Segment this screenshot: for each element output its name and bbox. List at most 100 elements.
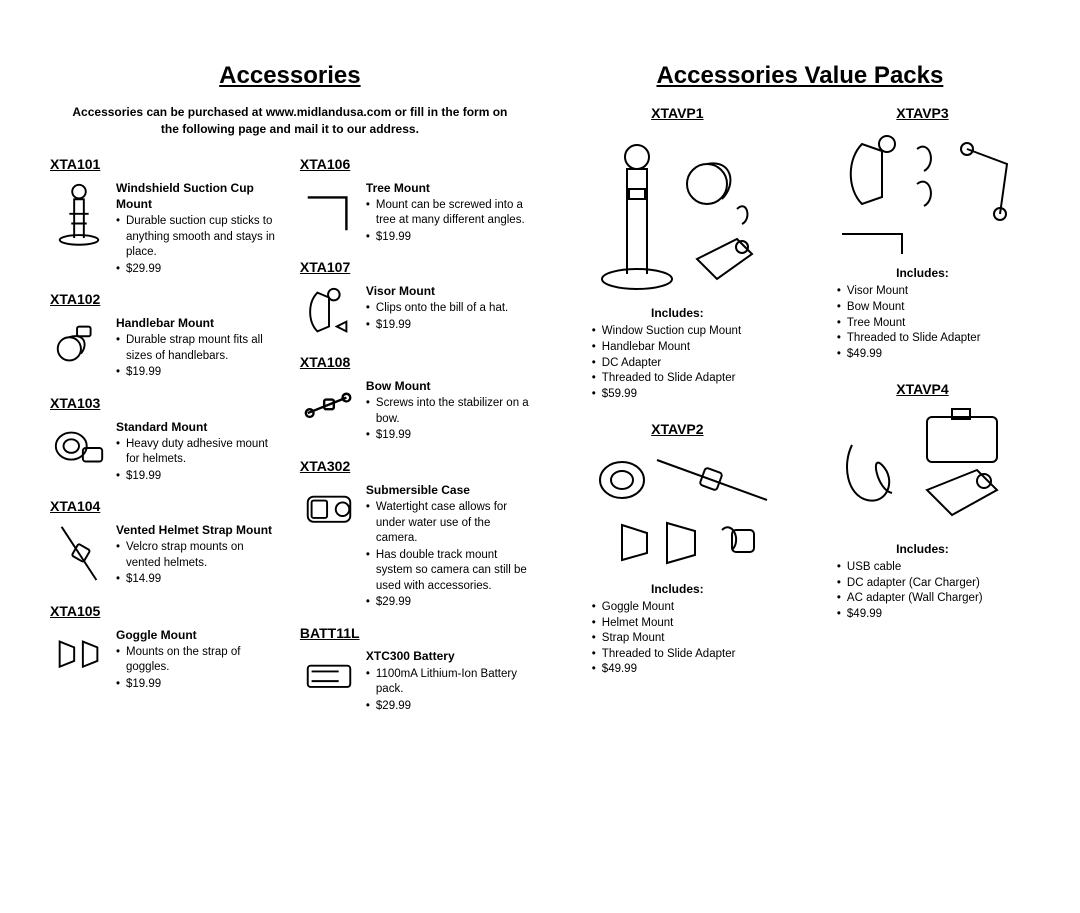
product-name: Standard Mount [116,419,280,435]
bullet: Heavy duty adhesive mount for helmets. [116,437,280,468]
item-xta106: XTA106 Tree Mount Mount can be screwed i… [300,155,530,247]
item-xta103: XTA103 Standard Mount Heavy duty adhesiv… [50,394,280,486]
item-xta107: XTA107 Visor Mount Clips onto the bill o… [300,258,530,341]
tree-mount-icon [300,180,358,238]
product-name: Bow Mount [366,378,530,394]
bullet: Watertight case allows for under water u… [366,500,530,547]
value-packs-title: Accessories Value Packs [570,60,1030,92]
price: $59.99 [592,387,785,403]
includes-label: Includes: [815,265,1030,281]
bullet: 1100mA Lithium-Ion Battery pack. [366,667,530,698]
include-item: Bow Mount [837,300,1030,316]
battery-icon [300,648,358,702]
value-packs-section: Accessories Value Packs XTAVP1 Includes: [570,60,1030,727]
include-item: Helmet Mount [592,616,785,632]
accessories-col-1: XTA101 Windshield Suction Cup Mount Dura… [50,155,280,727]
sku: XTA108 [300,353,530,372]
submersible-case-icon [300,482,358,536]
pack-xtavp1: XTAVP1 Includes: Window Suction cup Moun… [570,104,785,402]
sku: XTAVP4 [815,380,1030,399]
price: $14.99 [116,572,280,588]
bullet: Durable suction cup sticks to anything s… [116,214,280,261]
product-name: Submersible Case [366,482,530,498]
bullet: Durable strap mount fits all sizes of ha… [116,333,280,364]
price: $49.99 [837,347,1030,363]
xtavp2-image [570,445,785,575]
include-item: DC Adapter [592,356,785,372]
sku: XTA101 [50,155,280,174]
price: $19.99 [116,469,280,485]
accessories-title: Accessories [50,60,530,92]
include-item: Strap Mount [592,631,785,647]
bullet: Mount can be screwed into a tree at many… [366,198,530,229]
bullet: Clips onto the bill of a hat. [366,301,530,317]
price: $49.99 [592,662,785,678]
bullet: Screws into the stabilizer on a bow. [366,396,530,427]
item-xta102: XTA102 Handlebar Mount Durable strap mou… [50,290,280,382]
xtavp1-image [570,129,785,299]
sku: XTA107 [300,258,530,277]
pack-xtavp3: XTAVP3 Includes: Visor Mount Bow Mount [815,104,1030,362]
sku: BATT11L [300,624,530,643]
bullet: Mounts on the strap of goggles. [116,645,280,676]
price: $19.99 [366,428,530,444]
accessories-section: Accessories Accessories can be purchased… [50,60,530,727]
helmet-strap-icon [50,522,108,590]
price: $29.99 [366,595,530,611]
bow-mount-icon [300,378,358,432]
page: Accessories Accessories can be purchased… [50,60,1030,727]
price: $29.99 [366,699,530,715]
pack-xtavp2: XTAVP2 Includes: Goggle Mount Helmet Mou… [570,420,785,678]
includes-label: Includes: [570,305,785,321]
sku: XTA106 [300,155,530,174]
price: $49.99 [837,607,1030,623]
include-item: Goggle Mount [592,600,785,616]
pack-xtavp4: XTAVP4 Includes: USB cable DC adapter (C… [815,380,1030,622]
include-item: AC adapter (Wall Charger) [837,591,1030,607]
sku: XTAVP2 [570,420,785,439]
item-xta101: XTA101 Windshield Suction Cup Mount Dura… [50,155,280,278]
include-item: Visor Mount [837,284,1030,300]
sku: XTA102 [50,290,280,309]
intro-text: Accessories can be purchased at www.midl… [50,104,530,136]
price: $19.99 [116,677,280,693]
include-item: Tree Mount [837,316,1030,332]
product-name: Tree Mount [366,180,530,196]
item-xta105: XTA105 Goggle Mount Mounts on the strap … [50,602,280,694]
item-xta104: XTA104 Vented Helmet Strap Mount Velcro … [50,497,280,590]
bullet: Velcro strap mounts on vented helmets. [116,540,280,571]
sku: XTA103 [50,394,280,413]
price: $19.99 [366,230,530,246]
product-name: XTC300 Battery [366,648,530,664]
standard-mount-icon [50,419,108,473]
item-xta108: XTA108 Bow Mount Screws into the stabili… [300,353,530,445]
xtavp3-image [815,129,1030,259]
include-item: USB cable [837,560,1030,576]
visor-mount-icon [300,283,358,341]
product-name: Handlebar Mount [116,315,280,331]
include-item: DC adapter (Car Charger) [837,576,1030,592]
price: $19.99 [116,365,280,381]
goggle-mount-icon [50,627,108,681]
include-item: Window Suction cup Mount [592,324,785,340]
sku: XTAVP1 [570,104,785,123]
product-name: Vented Helmet Strap Mount [116,522,280,538]
price: $29.99 [116,262,280,278]
sku: XTA104 [50,497,280,516]
include-item: Threaded to Slide Adapter [837,331,1030,347]
price: $19.99 [366,318,530,334]
item-xta302: XTA302 Submersible Case Watertight case … [300,457,530,612]
include-item: Handlebar Mount [592,340,785,356]
product-name: Goggle Mount [116,627,280,643]
include-item: Threaded to Slide Adapter [592,371,785,387]
product-name: Windshield Suction Cup Mount [116,180,280,212]
handlebar-mount-icon [50,315,108,369]
include-item: Threaded to Slide Adapter [592,647,785,663]
item-batt11l: BATT11L XTC300 Battery 1100mA Lithium-Io… [300,624,530,716]
xtavp4-image [815,405,1030,535]
suction-cup-icon [50,180,108,248]
sku: XTAVP3 [815,104,1030,123]
bullet: Has double track mount system so camera … [366,548,530,595]
sku: XTA302 [300,457,530,476]
sku: XTA105 [50,602,280,621]
